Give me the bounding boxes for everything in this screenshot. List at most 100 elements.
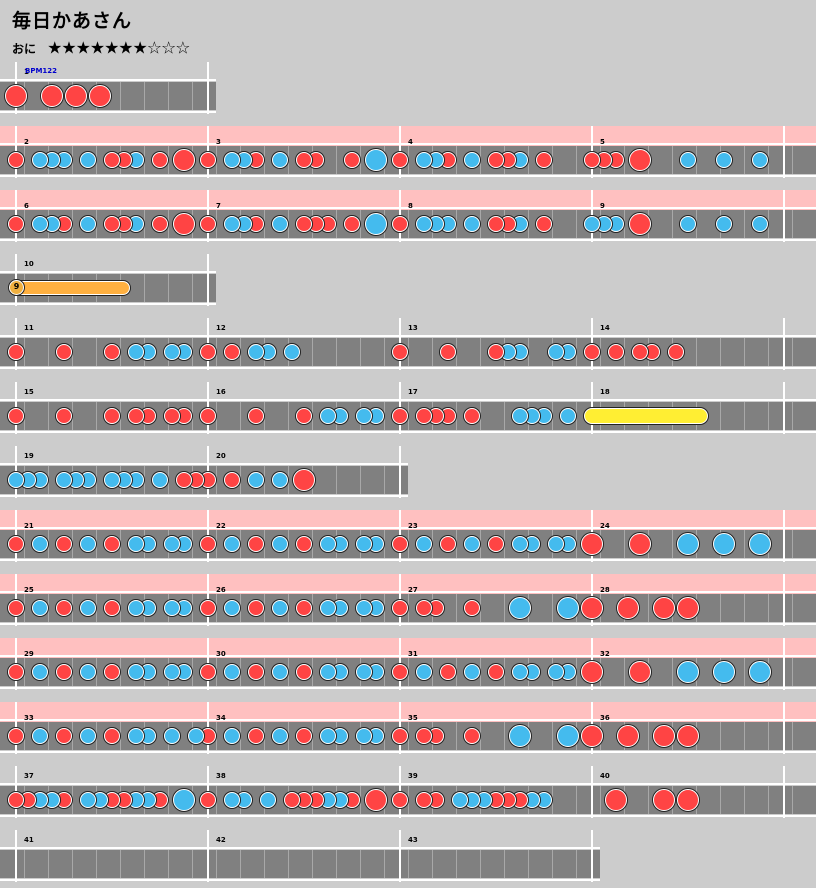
measure-number: 10	[24, 260, 34, 268]
beat-line	[384, 466, 385, 494]
beat-line	[144, 850, 145, 878]
beat-line	[408, 210, 409, 238]
beat-line	[216, 146, 217, 174]
beat-line	[600, 786, 601, 814]
beat-line	[120, 594, 121, 622]
difficulty-row: おに ★★★★★★★☆☆☆	[12, 38, 191, 59]
beat-line	[744, 594, 745, 622]
beat-line	[504, 722, 505, 750]
beat-line	[264, 210, 265, 238]
measure-number: 21	[24, 522, 34, 530]
lane-edge-bottom	[0, 815, 816, 817]
don-big-note	[365, 789, 387, 811]
beat-line	[792, 402, 793, 430]
beat-line	[384, 658, 385, 686]
don-note	[104, 216, 120, 232]
beat-line	[240, 530, 241, 558]
beat-line	[288, 402, 289, 430]
difficulty-label: おに	[12, 42, 37, 56]
don-note	[392, 600, 408, 616]
beat-line	[120, 82, 121, 110]
lane-edge-top	[0, 335, 816, 337]
beat-line	[288, 594, 289, 622]
beat-line	[144, 466, 145, 494]
beat-line	[648, 722, 649, 750]
don-note	[56, 664, 72, 680]
measure-row: 21 22 23 24	[0, 510, 816, 568]
don-big-note	[617, 597, 639, 619]
don-note	[248, 728, 264, 744]
ka-note	[32, 216, 48, 232]
don-note	[164, 408, 180, 424]
measure-number: 25	[24, 586, 34, 594]
lane-edge-top	[0, 271, 216, 273]
don-big-note	[653, 725, 675, 747]
beat-line	[192, 338, 193, 366]
ka-note	[152, 472, 168, 488]
beat-line	[408, 850, 409, 878]
beat-line	[696, 338, 697, 366]
beat-line	[408, 722, 409, 750]
barline	[783, 382, 785, 434]
ka-note	[128, 536, 144, 552]
beat-line	[408, 146, 409, 174]
don-note	[104, 664, 120, 680]
don-big-note	[677, 725, 699, 747]
don-note	[296, 664, 312, 680]
don-note	[104, 728, 120, 744]
measure-number: 39	[408, 772, 418, 780]
beat-line	[504, 402, 505, 430]
don-note	[56, 408, 72, 424]
barline	[591, 830, 593, 882]
barline	[783, 510, 785, 562]
don-note	[200, 408, 216, 424]
beat-line	[264, 658, 265, 686]
measure-number: 19	[24, 452, 34, 460]
don-note	[200, 664, 216, 680]
ka-note	[188, 728, 204, 744]
don-big-note	[89, 85, 111, 107]
beat-line	[120, 338, 121, 366]
beat-line	[576, 146, 577, 174]
ka-note	[128, 664, 144, 680]
measure-row-band	[0, 190, 816, 210]
beat-line	[504, 658, 505, 686]
lane-edge-bottom	[0, 111, 216, 113]
don-note	[200, 600, 216, 616]
lane-edge-top	[0, 143, 816, 145]
don-note	[488, 536, 504, 552]
beat-line	[576, 210, 577, 238]
ka-note	[32, 728, 48, 744]
beat-line	[456, 146, 457, 174]
lane-edge-top	[0, 463, 408, 465]
don-big-note	[629, 533, 651, 555]
beat-line	[480, 402, 481, 430]
beat-line	[504, 594, 505, 622]
ka-big-note	[557, 725, 579, 747]
ka-big-note	[749, 533, 771, 555]
don-note	[392, 536, 408, 552]
beat-line	[288, 210, 289, 238]
barline	[783, 126, 785, 178]
beat-line	[312, 530, 313, 558]
beat-line	[576, 402, 577, 430]
beat-line	[216, 658, 217, 686]
big-drumroll	[584, 408, 708, 424]
ka-note	[512, 536, 528, 552]
beat-line	[672, 658, 673, 686]
ka-note	[452, 792, 468, 808]
barline	[207, 254, 209, 306]
don-note	[584, 152, 600, 168]
don-note	[296, 152, 312, 168]
don-big-note	[65, 85, 87, 107]
beat-line	[24, 658, 25, 686]
beat-line	[216, 786, 217, 814]
ka-note	[80, 536, 96, 552]
don-note	[488, 216, 504, 232]
measure-number: 36	[600, 714, 610, 722]
ka-note	[548, 664, 564, 680]
beat-line	[624, 338, 625, 366]
ka-note	[356, 664, 372, 680]
ka-big-note	[365, 149, 387, 171]
don-note	[392, 408, 408, 424]
